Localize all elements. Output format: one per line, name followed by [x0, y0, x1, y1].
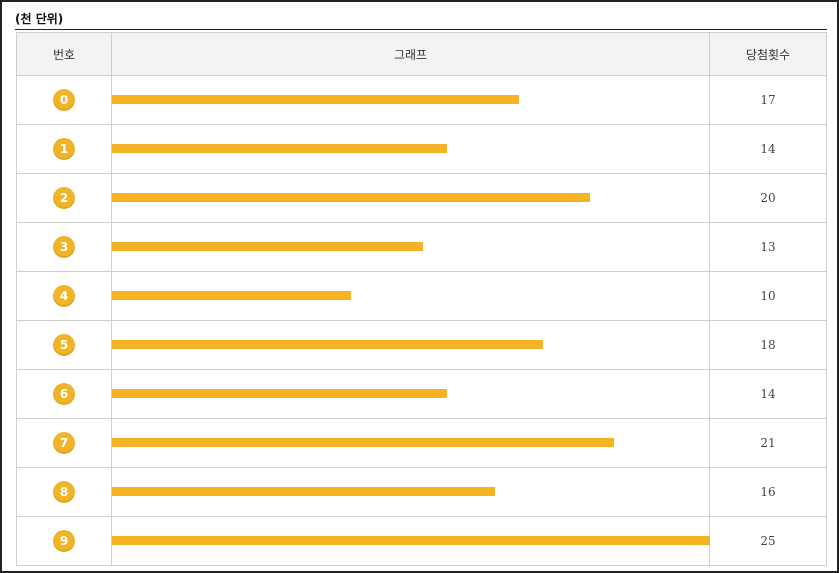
table-body: 0 17 1 14 2 20 3 13 4 10 5 18 6 14 7 21 8 16 9 25	[16, 75, 827, 566]
number-cell: 5	[16, 320, 112, 370]
number-cell: 8	[16, 467, 112, 517]
bar-7	[112, 438, 614, 447]
count-label: 16	[709, 467, 827, 517]
header-graph: 그래프	[111, 32, 710, 76]
number-ball: 5	[53, 334, 75, 356]
graph-cell	[111, 173, 710, 223]
bar-4	[112, 291, 351, 300]
number-cell: 0	[16, 75, 112, 125]
digit-frequency-table: 번호 그래프 당첨횟수 0 17 1 14 2 20 3 13 4 10 5 18 6 14 7 21 8 16 9…	[16, 32, 827, 566]
table-row: 5 18	[16, 320, 827, 370]
graph-cell	[111, 418, 710, 468]
bar-5	[112, 340, 543, 349]
count-label: 21	[709, 418, 827, 468]
count-label: 10	[709, 271, 827, 321]
number-cell: 4	[16, 271, 112, 321]
graph-cell	[111, 369, 710, 419]
number-ball: 6	[53, 383, 75, 405]
count-label: 20	[709, 173, 827, 223]
graph-cell	[111, 222, 710, 272]
bar-1	[112, 144, 447, 153]
bar-2	[112, 193, 590, 202]
top-rule	[15, 29, 827, 30]
count-label: 14	[709, 124, 827, 174]
graph-cell	[111, 75, 710, 125]
graph-cell	[111, 124, 710, 174]
count-label: 13	[709, 222, 827, 272]
unit-note: (천 단위)	[15, 12, 64, 26]
graph-cell	[111, 271, 710, 321]
number-cell: 9	[16, 516, 112, 566]
header-count: 당첨횟수	[709, 32, 827, 76]
bar-3	[112, 242, 423, 251]
number-cell: 7	[16, 418, 112, 468]
bar-8	[112, 487, 495, 496]
number-cell: 3	[16, 222, 112, 272]
bar-6	[112, 389, 447, 398]
header-row: 번호 그래프 당첨횟수	[16, 32, 827, 76]
table-row: 6 14	[16, 369, 827, 419]
bar-0	[112, 95, 519, 104]
number-cell: 2	[16, 173, 112, 223]
graph-cell	[111, 320, 710, 370]
count-label: 18	[709, 320, 827, 370]
bar-9	[112, 536, 710, 545]
number-cell: 6	[16, 369, 112, 419]
table-row: 4 10	[16, 271, 827, 321]
table-row: 8 16	[16, 467, 827, 517]
number-ball: 8	[53, 481, 75, 503]
table-row: 3 13	[16, 222, 827, 272]
number-ball: 3	[53, 236, 75, 258]
graph-cell	[111, 516, 710, 566]
table-row: 1 14	[16, 124, 827, 174]
number-ball: 2	[53, 187, 75, 209]
count-label: 17	[709, 75, 827, 125]
count-label: 25	[709, 516, 827, 566]
number-ball: 7	[53, 432, 75, 454]
number-ball: 9	[53, 530, 75, 552]
table-row: 2 20	[16, 173, 827, 223]
table-row: 9 25	[16, 516, 827, 566]
table-row: 7 21	[16, 418, 827, 468]
graph-cell	[111, 467, 710, 517]
number-cell: 1	[16, 124, 112, 174]
header-number: 번호	[16, 32, 112, 76]
number-ball: 1	[53, 138, 75, 160]
table-row: 0 17	[16, 75, 827, 125]
number-ball: 0	[53, 89, 75, 111]
count-label: 14	[709, 369, 827, 419]
number-ball: 4	[53, 285, 75, 307]
